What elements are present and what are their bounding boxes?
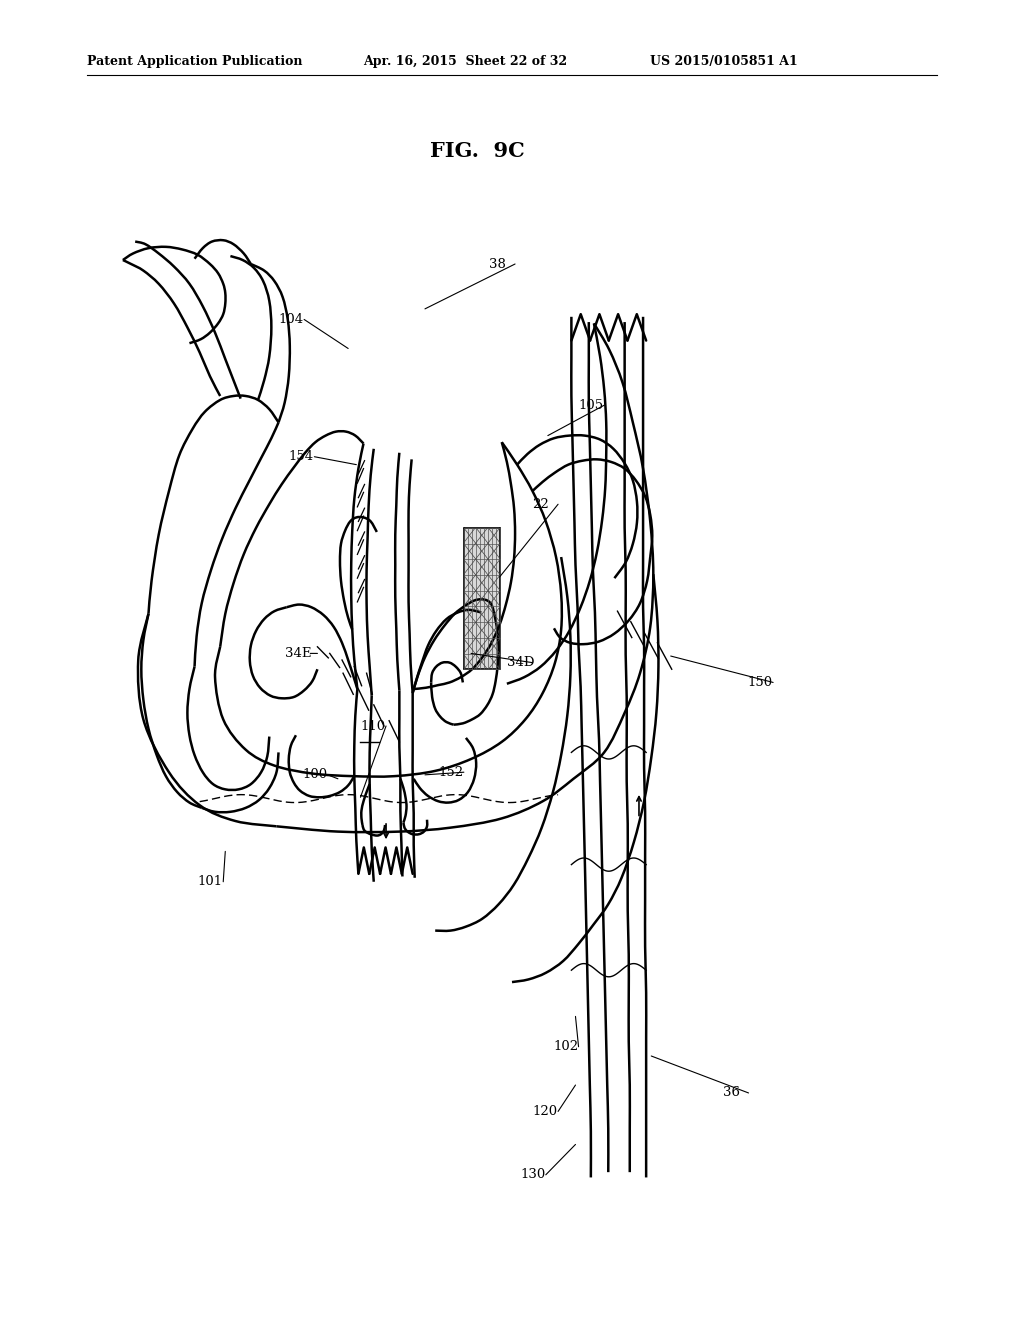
Text: 110: 110 <box>360 719 386 733</box>
Text: 101: 101 <box>198 875 223 888</box>
Text: 105: 105 <box>579 399 604 412</box>
Text: 100: 100 <box>302 768 328 781</box>
Text: Patent Application Publication: Patent Application Publication <box>87 55 302 69</box>
Text: 34D: 34D <box>507 656 535 669</box>
Text: US 2015/0105851 A1: US 2015/0105851 A1 <box>650 55 798 69</box>
Text: 36: 36 <box>723 1086 740 1100</box>
Text: 130: 130 <box>520 1168 546 1181</box>
Text: 34E: 34E <box>285 647 311 660</box>
Text: 154: 154 <box>289 450 314 463</box>
Bar <box>464 528 500 669</box>
Text: 120: 120 <box>532 1105 558 1118</box>
Text: 38: 38 <box>489 257 506 271</box>
Text: FIG.  9C: FIG. 9C <box>430 141 525 161</box>
Text: Apr. 16, 2015  Sheet 22 of 32: Apr. 16, 2015 Sheet 22 of 32 <box>364 55 567 69</box>
Text: 102: 102 <box>553 1040 579 1053</box>
Text: 150: 150 <box>748 676 773 689</box>
Text: 104: 104 <box>279 313 304 326</box>
Text: 152: 152 <box>438 766 464 779</box>
Text: 22: 22 <box>532 498 549 511</box>
